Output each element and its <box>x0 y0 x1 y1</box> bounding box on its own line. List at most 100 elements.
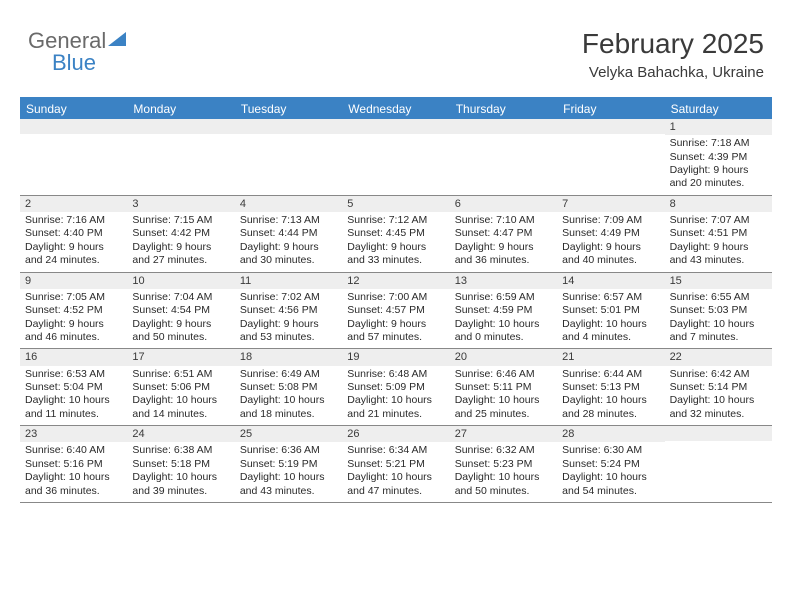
daylight-line: Daylight: 10 hours and 14 minutes. <box>132 394 229 421</box>
day-number: 10 <box>127 273 234 289</box>
day-number: 5 <box>342 196 449 212</box>
day-cell <box>20 119 127 195</box>
sunset-line: Sunset: 4:49 PM <box>562 227 659 240</box>
day-number: 14 <box>557 273 664 289</box>
day-cell: 1Sunrise: 7:18 AMSunset: 4:39 PMDaylight… <box>665 119 772 195</box>
daylight-line: Daylight: 10 hours and 47 minutes. <box>347 471 444 498</box>
day-info: Sunrise: 6:30 AMSunset: 5:24 PMDaylight:… <box>562 444 659 498</box>
sunrise-line: Sunrise: 6:32 AM <box>455 444 552 457</box>
day-cell: 3 Sunrise: 7:15 AMSunset: 4:42 PMDaylight… <box>127 196 234 272</box>
day-cell: 2Sunrise: 7:16 AMSunset: 4:40 PMDaylight… <box>20 196 127 272</box>
daylight-line: Daylight: 9 hours and 46 minutes. <box>25 318 122 345</box>
daylight-line: Daylight: 9 hours and 40 minutes. <box>562 241 659 268</box>
day-number: 3 <box>127 196 234 212</box>
day-number: 8 <box>665 196 772 212</box>
sunrise-line: Sunrise: 6:38 AM <box>132 444 229 457</box>
day-info: Sunrise: 7:12 AMSunset: 4:45 PMDaylight:… <box>347 214 444 268</box>
day-info: Sunrise: 7:09 AMSunset: 4:49 PMDaylight:… <box>562 214 659 268</box>
sunrise-line: Sunrise: 7:02 AM <box>240 291 337 304</box>
sunset-line: Sunset: 4:56 PM <box>240 304 337 317</box>
week-row: 16Sunrise: 6:53 AMSunset: 5:04 PMDayligh… <box>20 349 772 426</box>
day-info: Sunrise: 7:15 AMSunset: 4:42 PMDaylight:… <box>132 214 229 268</box>
day-cell: 22Sunrise: 6:42 AMSunset: 5:14 PMDayligh… <box>665 349 772 425</box>
day-info: Sunrise: 6:38 AMSunset: 5:18 PMDaylight:… <box>132 444 229 498</box>
page-header: General Blue February 2025 Velyka Bahach… <box>0 0 792 89</box>
week-row: 1Sunrise: 7:18 AMSunset: 4:39 PMDaylight… <box>20 119 772 196</box>
logo-text-block: General Blue <box>28 28 126 76</box>
empty-day-number <box>20 119 127 134</box>
sunset-line: Sunset: 5:18 PM <box>132 458 229 471</box>
weeks-container: 1Sunrise: 7:18 AMSunset: 4:39 PMDaylight… <box>20 119 772 503</box>
weekday-header-cell: Saturday <box>665 99 772 119</box>
sunrise-line: Sunrise: 6:40 AM <box>25 444 122 457</box>
sunrise-line: Sunrise: 6:44 AM <box>562 368 659 381</box>
day-info: Sunrise: 7:13 AMSunset: 4:44 PMDaylight:… <box>240 214 337 268</box>
daylight-line: Daylight: 10 hours and 36 minutes. <box>25 471 122 498</box>
sunset-line: Sunset: 5:24 PM <box>562 458 659 471</box>
daylight-line: Daylight: 9 hours and 57 minutes. <box>347 318 444 345</box>
calendar: SundayMondayTuesdayWednesdayThursdayFrid… <box>20 97 772 503</box>
day-number: 7 <box>557 196 664 212</box>
sunrise-line: Sunrise: 7:12 AM <box>347 214 444 227</box>
sunrise-line: Sunrise: 7:00 AM <box>347 291 444 304</box>
sunrise-line: Sunrise: 7:10 AM <box>455 214 552 227</box>
sunset-line: Sunset: 5:03 PM <box>670 304 767 317</box>
sunrise-line: Sunrise: 7:13 AM <box>240 214 337 227</box>
day-cell <box>127 119 234 195</box>
day-number: 18 <box>235 349 342 365</box>
daylight-line: Daylight: 9 hours and 24 minutes. <box>25 241 122 268</box>
sunset-line: Sunset: 5:13 PM <box>562 381 659 394</box>
day-info: Sunrise: 6:32 AMSunset: 5:23 PMDaylight:… <box>455 444 552 498</box>
day-cell: 13Sunrise: 6:59 AMSunset: 4:59 PMDayligh… <box>450 273 557 349</box>
day-cell: 10Sunrise: 7:04 AMSunset: 4:54 PMDayligh… <box>127 273 234 349</box>
day-number: 23 <box>20 426 127 442</box>
sunrise-line: Sunrise: 6:30 AM <box>562 444 659 457</box>
sunset-line: Sunset: 4:45 PM <box>347 227 444 240</box>
sunset-line: Sunset: 4:39 PM <box>670 151 767 164</box>
sunset-line: Sunset: 4:40 PM <box>25 227 122 240</box>
sunrise-line: Sunrise: 6:59 AM <box>455 291 552 304</box>
day-cell: 23Sunrise: 6:40 AMSunset: 5:16 PMDayligh… <box>20 426 127 502</box>
day-cell: 21Sunrise: 6:44 AMSunset: 5:13 PMDayligh… <box>557 349 664 425</box>
day-cell: 15Sunrise: 6:55 AMSunset: 5:03 PMDayligh… <box>665 273 772 349</box>
sunrise-line: Sunrise: 7:18 AM <box>670 137 767 150</box>
logo-text-blue: Blue <box>52 50 126 76</box>
day-info: Sunrise: 7:10 AMSunset: 4:47 PMDaylight:… <box>455 214 552 268</box>
sunset-line: Sunset: 5:19 PM <box>240 458 337 471</box>
weekday-header-row: SundayMondayTuesdayWednesdayThursdayFrid… <box>20 99 772 119</box>
logo-triangle-icon <box>108 32 126 46</box>
day-info: Sunrise: 6:44 AMSunset: 5:13 PMDaylight:… <box>562 368 659 422</box>
daylight-line: Daylight: 10 hours and 21 minutes. <box>347 394 444 421</box>
day-cell <box>665 426 772 502</box>
sunrise-line: Sunrise: 6:48 AM <box>347 368 444 381</box>
sunset-line: Sunset: 5:14 PM <box>670 381 767 394</box>
day-cell: 4 Sunrise: 7:13 AMSunset: 4:44 PMDaylight… <box>235 196 342 272</box>
weekday-header-cell: Sunday <box>20 99 127 119</box>
day-number: 24 <box>127 426 234 442</box>
day-cell <box>342 119 449 195</box>
day-cell: 9Sunrise: 7:05 AMSunset: 4:52 PMDaylight… <box>20 273 127 349</box>
week-row: 2Sunrise: 7:16 AMSunset: 4:40 PMDaylight… <box>20 196 772 273</box>
day-cell: 25Sunrise: 6:36 AMSunset: 5:19 PMDayligh… <box>235 426 342 502</box>
sunset-line: Sunset: 5:06 PM <box>132 381 229 394</box>
day-number: 4 <box>235 196 342 212</box>
sunrise-line: Sunrise: 7:16 AM <box>25 214 122 227</box>
sunrise-line: Sunrise: 6:42 AM <box>670 368 767 381</box>
day-info: Sunrise: 6:59 AMSunset: 4:59 PMDaylight:… <box>455 291 552 345</box>
day-cell: 7 Sunrise: 7:09 AMSunset: 4:49 PMDaylight… <box>557 196 664 272</box>
day-number: 19 <box>342 349 449 365</box>
day-cell: 28Sunrise: 6:30 AMSunset: 5:24 PMDayligh… <box>557 426 664 502</box>
daylight-line: Daylight: 10 hours and 28 minutes. <box>562 394 659 421</box>
sunrise-line: Sunrise: 7:09 AM <box>562 214 659 227</box>
daylight-line: Daylight: 9 hours and 50 minutes. <box>132 318 229 345</box>
day-cell: 17Sunrise: 6:51 AMSunset: 5:06 PMDayligh… <box>127 349 234 425</box>
day-info: Sunrise: 6:48 AMSunset: 5:09 PMDaylight:… <box>347 368 444 422</box>
day-info: Sunrise: 7:00 AMSunset: 4:57 PMDaylight:… <box>347 291 444 345</box>
empty-day-number <box>342 119 449 134</box>
day-number: 9 <box>20 273 127 289</box>
day-info: Sunrise: 6:36 AMSunset: 5:19 PMDaylight:… <box>240 444 337 498</box>
daylight-line: Daylight: 10 hours and 54 minutes. <box>562 471 659 498</box>
empty-day-number <box>127 119 234 134</box>
sunrise-line: Sunrise: 7:04 AM <box>132 291 229 304</box>
sunset-line: Sunset: 5:23 PM <box>455 458 552 471</box>
